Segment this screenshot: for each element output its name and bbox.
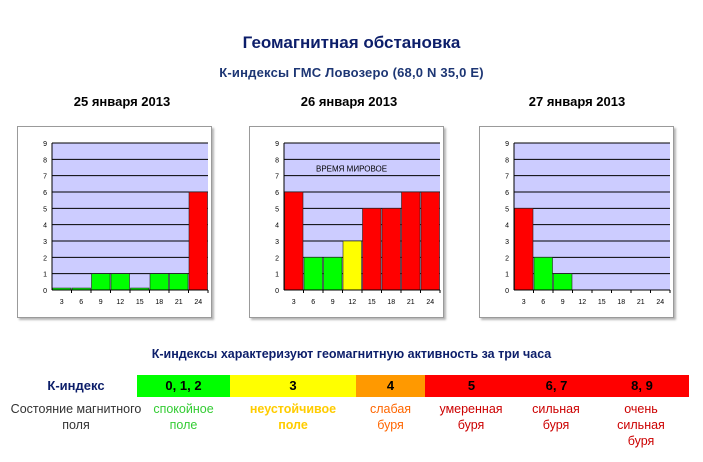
legend-band-strong: 6, 7 [518, 375, 595, 397]
x-tick-label: 18 [617, 299, 625, 306]
k-index-bar [284, 191, 304, 291]
y-tick-label: 8 [43, 157, 47, 164]
chart-date-1: 25 января 2013 [73, 94, 171, 109]
x-tick-label: 9 [561, 299, 565, 306]
x-tick-label: 6 [311, 299, 315, 306]
legend-desc-moderate: умеренная буря [439, 402, 503, 432]
x-tick-label: 15 [368, 299, 376, 306]
y-tick-label: 7 [505, 174, 509, 181]
time-note: ВРЕМЯ МИРОВОЕ [316, 164, 387, 173]
legend-desc-unstable: неустойчивое поле [249, 402, 337, 432]
x-tick-label: 18 [387, 299, 395, 306]
y-tick-label: 9 [43, 141, 47, 148]
legend-band-moderate: 5 [425, 375, 518, 397]
x-tick-label: 21 [407, 299, 415, 306]
k-index-bar [514, 208, 534, 291]
k-index-bar [91, 273, 111, 291]
k-index-bar [323, 257, 343, 291]
page-title: Геомагнитная обстановка [242, 33, 461, 52]
x-tick-label: 12 [348, 299, 356, 306]
x-tick-label: 21 [175, 299, 183, 306]
legend-desc-weak: слабая буря [369, 402, 412, 432]
x-tick-label: 21 [637, 299, 645, 306]
y-tick-label: 8 [505, 157, 509, 164]
x-tick-label: 15 [598, 299, 606, 306]
k-index-chart-1: 0 1 2 3 4 5 6 7 8 9 3 6 9 12 15 18 21 24 [17, 126, 212, 318]
k-index-bar [401, 191, 421, 291]
x-tick-label: 24 [656, 299, 664, 306]
legend-band-very-strong: 8, 9 [595, 375, 689, 397]
x-tick-label: 18 [155, 299, 163, 306]
y-tick-label: 8 [275, 157, 279, 164]
y-tick-label: 2 [43, 255, 47, 262]
x-tick-label: 12 [116, 299, 124, 306]
x-tick-label: 3 [522, 299, 526, 306]
plot-area [52, 143, 208, 290]
y-tick-label: 3 [43, 239, 47, 246]
chart-date-3: 27 января 2013 [528, 94, 626, 109]
y-tick-label: 0 [275, 288, 279, 295]
k-index-explanation: К-индексы характеризуют геомагнитную акт… [151, 347, 552, 361]
y-tick-label: 6 [505, 190, 509, 197]
x-tick-label: 9 [99, 299, 103, 306]
x-tick-label: 6 [541, 299, 545, 306]
y-tick-label: 6 [43, 190, 47, 197]
k-index-bar [553, 273, 573, 291]
y-tick-label: 4 [505, 223, 509, 230]
y-tick-label: 4 [43, 223, 47, 230]
y-tick-label: 0 [505, 288, 509, 295]
x-tick-label: 24 [426, 299, 434, 306]
chart-date-2: 26 января 2013 [300, 94, 398, 109]
k-index-bar [342, 240, 362, 291]
y-tick-label: 7 [275, 174, 279, 181]
legend-desc-calm: спокойное поле [153, 402, 214, 432]
k-index-chart-2: 0 1 2 3 4 5 6 7 8 9 3 6 9 12 15 18 21 24 ВРЕМЯ МИРОВОЕ [249, 126, 444, 318]
k-index-chart-3: 0 1 2 3 4 5 6 7 8 9 3 6 9 12 15 18 21 24 [479, 126, 674, 318]
k-index-bar [420, 191, 440, 291]
x-tick-label: 9 [331, 299, 335, 306]
legend-desc-strong: сильная буря [532, 402, 580, 432]
y-tick-label: 4 [275, 223, 279, 230]
y-tick-label: 0 [43, 288, 47, 295]
field-state-label: Состояние магнитного поля [10, 402, 142, 432]
y-tick-label: 2 [275, 255, 279, 262]
k-index-bar [303, 257, 323, 291]
k-index-bar [533, 257, 553, 291]
y-tick-label: 1 [275, 272, 279, 279]
k-index-bar [188, 191, 208, 291]
k-index-bar [169, 273, 189, 291]
x-tick-label: 3 [292, 299, 296, 306]
legend-band-weak: 4 [356, 375, 425, 397]
y-tick-label: 2 [505, 255, 509, 262]
y-tick-label: 5 [43, 206, 47, 213]
k-index-bar [110, 273, 130, 291]
x-tick-label: 15 [136, 299, 144, 306]
legend-band-calm: 0, 1, 2 [137, 375, 230, 397]
legend-desc-very-strong: очень сильная буря [617, 402, 665, 448]
x-tick-label: 3 [60, 299, 64, 306]
k-index-label: К-индекс [47, 378, 105, 393]
k-index-bar [381, 208, 401, 291]
y-tick-label: 9 [505, 141, 509, 148]
y-tick-label: 3 [275, 239, 279, 246]
legend-band-unstable: 3 [230, 375, 356, 397]
k-index-bar [362, 208, 382, 291]
y-tick-label: 9 [275, 141, 279, 148]
x-tick-label: 12 [578, 299, 586, 306]
y-tick-label: 1 [43, 272, 47, 279]
y-tick-label: 3 [505, 239, 509, 246]
x-tick-label: 24 [194, 299, 202, 306]
y-tick-label: 5 [505, 206, 509, 213]
y-tick-label: 6 [275, 190, 279, 197]
k-index-bar [149, 273, 169, 291]
station-subtitle: К-индексы ГМС Ловозеро (68,0 N 35,0 E) [219, 65, 484, 80]
y-tick-label: 7 [43, 174, 47, 181]
y-tick-label: 1 [505, 272, 509, 279]
x-tick-label: 6 [79, 299, 83, 306]
y-tick-label: 5 [275, 206, 279, 213]
